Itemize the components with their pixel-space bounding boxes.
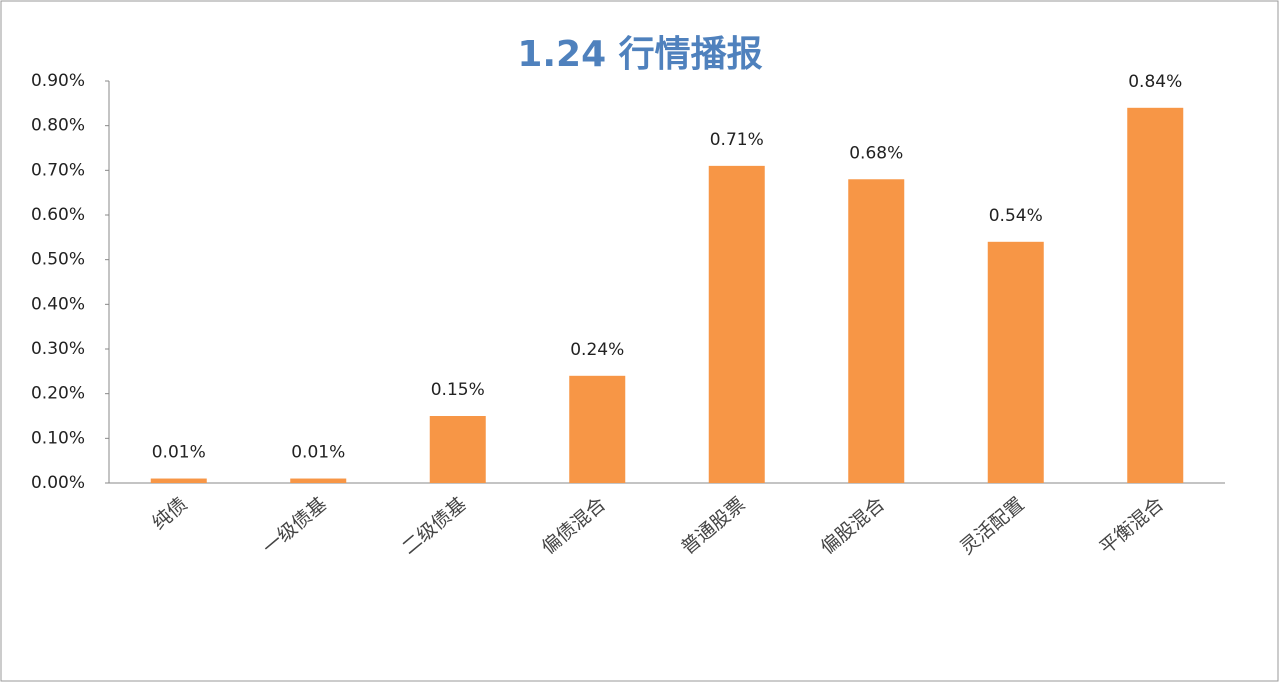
data-label: 0.01%: [291, 443, 345, 463]
chart-title: 1.24 行情播报: [517, 34, 762, 75]
data-label: 0.71%: [710, 130, 764, 150]
y-tick-label: 0.80%: [31, 116, 85, 136]
bar: [987, 241, 1044, 483]
bar: [848, 179, 905, 483]
data-label: 0.01%: [152, 443, 206, 463]
data-label: 0.54%: [989, 206, 1043, 226]
bar: [429, 416, 486, 483]
bar: [569, 375, 626, 483]
bar: [290, 478, 347, 483]
y-tick-label: 0.50%: [31, 250, 85, 270]
data-label: 0.15%: [431, 380, 485, 400]
y-tick-label: 0.30%: [31, 339, 85, 359]
bar: [1127, 107, 1184, 484]
y-tick-label: 0.40%: [31, 294, 85, 314]
bar: [708, 165, 765, 483]
y-tick-label: 0.10%: [31, 428, 85, 448]
data-label: 0.24%: [570, 340, 624, 360]
y-tick-label: 0.00%: [31, 473, 85, 493]
data-label: 0.68%: [849, 143, 903, 163]
y-tick-label: 0.70%: [31, 160, 85, 180]
data-label: 0.84%: [1128, 72, 1182, 92]
y-tick-label: 0.20%: [31, 384, 85, 404]
y-tick-label: 0.60%: [31, 205, 85, 225]
bar: [150, 478, 207, 483]
y-tick-label: 0.90%: [31, 71, 85, 91]
